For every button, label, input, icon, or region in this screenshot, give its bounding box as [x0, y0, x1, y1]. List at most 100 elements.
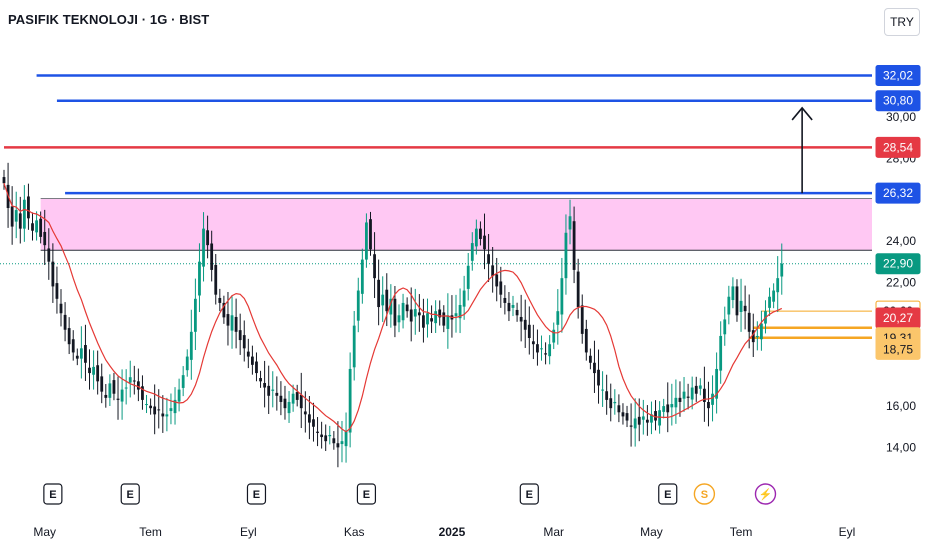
candle-body — [515, 309, 519, 316]
earnings-icon[interactable] — [356, 483, 377, 505]
candle-body — [271, 389, 275, 391]
earnings-icon[interactable] — [519, 483, 539, 505]
candle-body — [165, 414, 169, 417]
candle-body — [739, 300, 743, 313]
candle-body — [548, 344, 552, 357]
candle-body — [31, 223, 34, 231]
candle-body — [218, 297, 222, 303]
candle-body — [580, 305, 584, 334]
price-tag-label: 26,32 — [883, 186, 913, 200]
candle-body — [686, 396, 690, 398]
candle-body — [625, 413, 629, 421]
candle-body — [747, 312, 751, 332]
candle-body — [336, 443, 340, 448]
candle-body — [250, 356, 254, 365]
candle-body — [153, 406, 157, 415]
candle-body — [707, 401, 710, 409]
candle-body — [47, 248, 51, 262]
candle-body — [560, 278, 564, 315]
x-tick-label: Tem — [730, 525, 753, 539]
candle-body — [51, 261, 55, 287]
moving-average-line — [3, 183, 783, 433]
candle-body — [405, 304, 409, 312]
flash-icon[interactable] — [754, 483, 777, 505]
candle-body — [320, 434, 324, 438]
candle-body — [519, 316, 523, 322]
candle-body — [308, 414, 311, 423]
candle-body — [324, 435, 328, 442]
candle-body — [743, 305, 747, 312]
candle-body — [79, 348, 83, 359]
candle-body — [226, 314, 230, 326]
x-axis-ticks: May Tem Eyl Kas 2025 Mar May Tem Eyl — [33, 525, 855, 539]
candle-body — [613, 401, 617, 404]
candle-body — [356, 290, 360, 321]
price-tag — [875, 253, 921, 275]
split-icon[interactable] — [693, 483, 716, 505]
candle-body — [100, 376, 104, 392]
candle-body — [88, 367, 91, 374]
y-tick-label: 22,00 — [886, 275, 916, 289]
candle-body — [222, 302, 226, 318]
candle-body — [719, 335, 723, 371]
candle-body — [755, 335, 759, 338]
candle-body — [2, 177, 6, 184]
candle-body — [470, 243, 474, 261]
candle-body — [442, 312, 446, 326]
candle-body — [426, 313, 429, 325]
earnings-icon[interactable] — [43, 483, 63, 505]
candle-body — [381, 294, 385, 306]
candle-body — [385, 289, 389, 312]
candle-body — [751, 330, 755, 343]
candle-body — [108, 383, 112, 398]
candle-body — [760, 323, 763, 340]
candle-body — [193, 298, 197, 332]
candle-body — [242, 335, 246, 349]
candle-body — [491, 265, 495, 277]
candle-body — [214, 264, 218, 295]
candle-body — [487, 254, 490, 264]
moving-average-layer — [3, 183, 783, 433]
candle-body — [177, 389, 181, 402]
candle-body — [658, 410, 662, 426]
symbol-title[interactable]: PASIFIK TEKNOLOJI · 1G · BIST — [8, 12, 210, 27]
resistance-zone — [40, 198, 872, 251]
earnings-icon-label: E — [363, 489, 370, 501]
earnings-icon[interactable] — [246, 483, 267, 505]
events-layer: E E E E E E S ⚡ — [43, 483, 777, 505]
candle-body — [499, 281, 503, 295]
candle-body — [84, 345, 87, 363]
x-tick-label: Eyl — [839, 525, 856, 539]
flash-icon-label: ⚡ — [759, 488, 773, 501]
candle-body — [279, 395, 283, 402]
y-tick-label: 14,00 — [886, 440, 916, 454]
candle-body — [593, 362, 596, 374]
candle-body — [503, 297, 507, 303]
x-tick-label: May — [33, 525, 56, 539]
candle-body — [434, 311, 438, 324]
earnings-icon[interactable] — [658, 483, 678, 505]
earnings-icon[interactable] — [120, 483, 140, 505]
candle-body — [22, 199, 26, 229]
candle-body — [523, 319, 527, 330]
candle-body — [238, 330, 242, 341]
candle-body — [71, 339, 75, 353]
candle-body — [230, 315, 234, 331]
candle-body — [438, 309, 442, 318]
candle-body — [283, 398, 287, 409]
candle-body — [768, 296, 771, 308]
candle-body — [564, 232, 568, 279]
candle-body — [295, 392, 299, 400]
candle-body — [715, 368, 719, 399]
candle-body — [246, 351, 250, 357]
candle-body — [605, 391, 609, 400]
candle-body — [690, 387, 694, 400]
candle-body — [185, 356, 189, 371]
candle-body — [136, 381, 140, 390]
candle-body — [27, 196, 30, 219]
currency-button[interactable]: TRY — [884, 8, 920, 36]
earnings-icon-label: E — [664, 489, 671, 501]
candle-body — [576, 271, 580, 308]
candle-body — [536, 344, 539, 353]
